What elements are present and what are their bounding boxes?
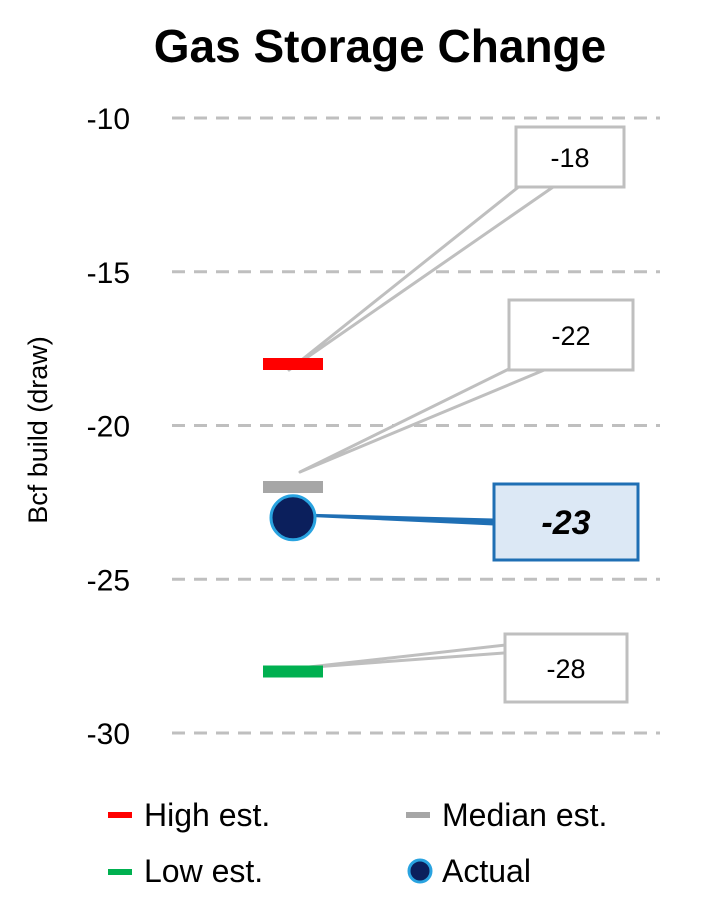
y-tick-label: -10 (87, 103, 130, 136)
y-tick-label: -25 (87, 564, 130, 597)
callout-leader-median (298, 362, 551, 474)
chart-title: Gas Storage Change (154, 20, 606, 72)
legend-item-low: Low est. (108, 853, 263, 889)
callout-leader-actual (298, 513, 496, 526)
marker-actual (269, 494, 317, 542)
callout-box-low (503, 632, 629, 704)
legend-item-median: Median est. (406, 797, 607, 833)
legend: High est. Median est. Low est. Actual (108, 797, 607, 889)
legend-label-actual: Actual (442, 853, 531, 889)
callout-box-median (507, 298, 635, 372)
marker-median (263, 481, 323, 493)
y-tick-label: -30 (87, 718, 130, 751)
callouts: -18 -22 -23 -28 (492, 125, 640, 704)
marker-low (263, 665, 323, 678)
marker-high (263, 358, 323, 370)
callout-label-high: -18 (550, 143, 589, 173)
legend-swatch-actual (407, 858, 433, 884)
y-tick-label: -20 (87, 411, 130, 444)
data-markers (263, 358, 323, 678)
legend-swatch-median (406, 812, 430, 818)
legend-item-high: High est. (108, 797, 270, 833)
y-tick-labels: -10 -15 -20 -25 -30 (87, 103, 130, 751)
callout-label-median: -22 (551, 321, 590, 351)
legend-swatch-high (108, 812, 132, 818)
legend-swatch-low (108, 869, 132, 875)
callout-label-low: -28 (546, 654, 585, 684)
callout-leaders (287, 179, 558, 670)
y-tick-label: -15 (87, 257, 130, 290)
legend-item-actual: Actual (407, 853, 531, 889)
callout-box-high (514, 125, 626, 189)
legend-label-low: Low est. (144, 853, 263, 889)
legend-label-high: High est. (144, 797, 270, 833)
y-axis-label: Bcf build (draw) (23, 336, 53, 524)
callout-box-actual (492, 482, 640, 562)
callout-label-actual: -23 (541, 504, 590, 542)
legend-label-median: Median est. (442, 797, 607, 833)
